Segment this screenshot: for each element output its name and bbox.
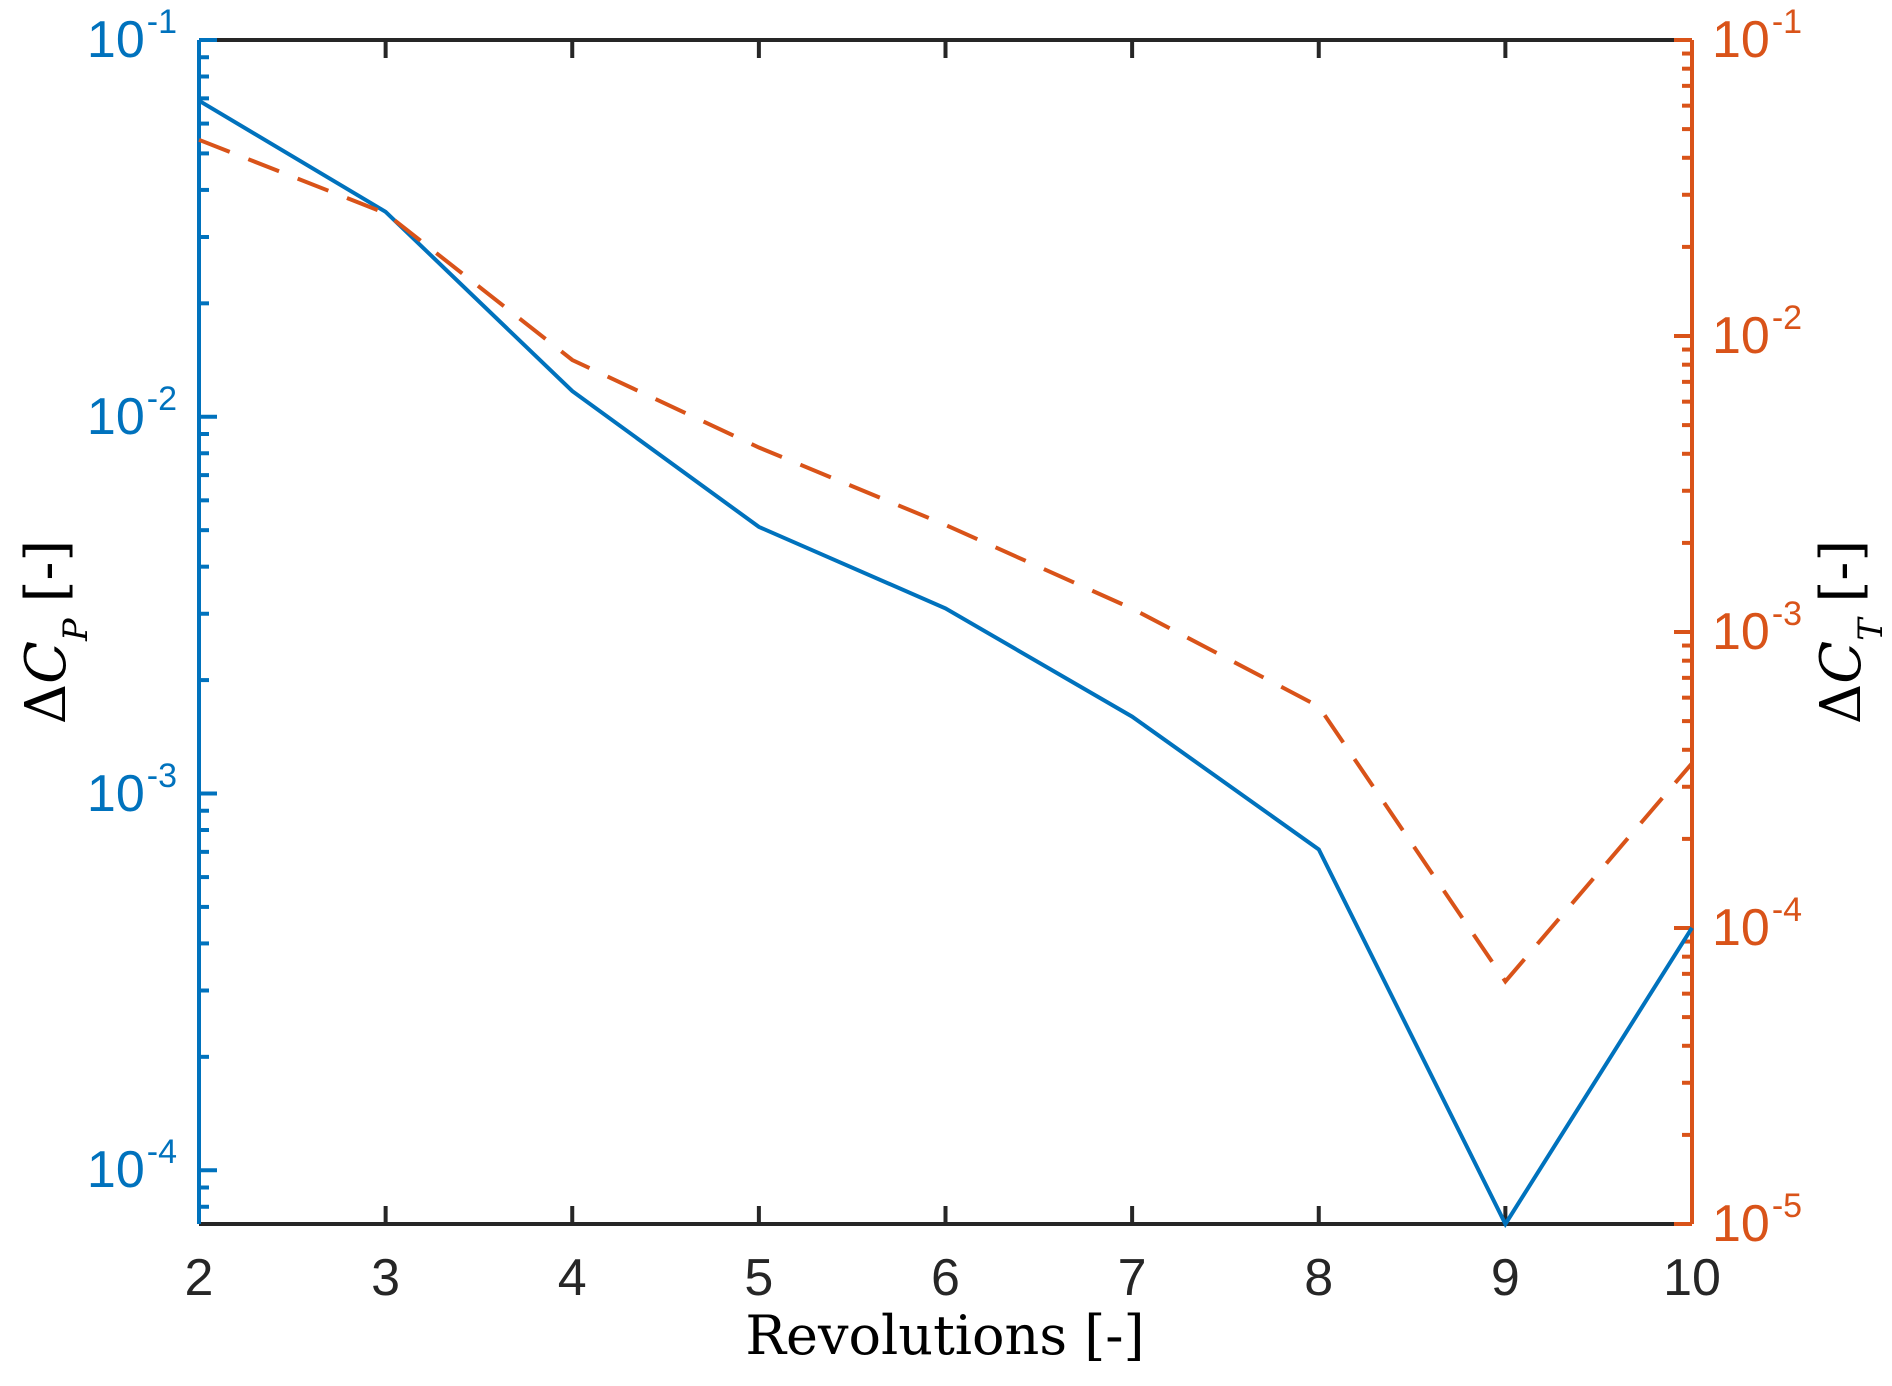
right-axis-label-delta: Δ [1809, 683, 1874, 725]
right-y-tick-label: 10 -4 [1712, 891, 1803, 957]
x-tick-label: 3 [371, 1249, 401, 1307]
x-tick-label: 5 [744, 1249, 774, 1307]
left-axis-label-units: [-] [14, 539, 79, 603]
curve-delta-c-t [198, 137, 1694, 985]
right-axis-label-units: [-] [1809, 539, 1874, 603]
curve-delta-c-p [197, 98, 1694, 1229]
x-tick-label: 8 [1304, 1249, 1334, 1307]
left-axis-label-symbol: C [14, 640, 79, 684]
x-axis-label: Revolutions [-] [745, 1304, 1145, 1367]
left-y-tick-label: 10 -4 [86, 1133, 177, 1200]
left-y-tick-label: 10 -3 [86, 756, 177, 823]
right-axis-label-symbol: C [1809, 640, 1874, 684]
left-y-tick-label: 10 -1 [86, 3, 177, 69]
right-y-tick-label: 10 -5 [1712, 1187, 1803, 1253]
x-tick-label: 2 [184, 1249, 214, 1307]
left-axis-label-subscript: P [56, 618, 96, 641]
right-y-tick-label: 10 -1 [1712, 3, 1803, 69]
x-tick-label: 4 [557, 1249, 587, 1307]
x-tick-label: 9 [1490, 1249, 1520, 1307]
right-axis-label: ΔCT [-] [1809, 540, 1890, 724]
x-tick-label: 6 [931, 1249, 960, 1307]
left-axis-label: ΔCP [-] [14, 540, 95, 725]
x-tick-label: 10 [1663, 1249, 1721, 1307]
x-tick-label: 7 [1117, 1249, 1147, 1307]
right-y-tick-label: 10 -2 [1712, 299, 1803, 365]
left-axis-label-delta: Δ [14, 683, 79, 725]
right-y-tick-label: 10 -3 [1712, 595, 1803, 661]
left-y-tick-label: 10 -2 [86, 379, 177, 446]
right-axis-label-subscript: T [1851, 618, 1891, 641]
